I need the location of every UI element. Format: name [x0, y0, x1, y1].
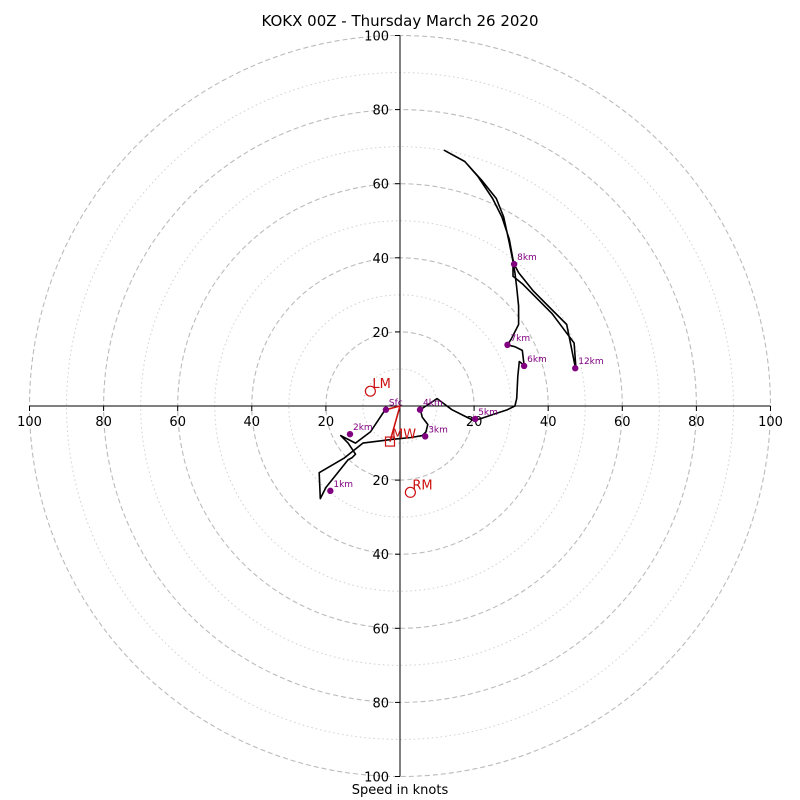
x-tick-label: 40 [244, 415, 261, 430]
storm-motion-marker-mw [384, 436, 396, 447]
chart-title: KOKX 00Z - Thursday March 26 2020 [261, 12, 539, 30]
height-points-group: Sfc 1km 2km 3km 4km 5km 6km 7km 8km 12km [327, 253, 604, 495]
height-label-2km: 2km [353, 423, 373, 433]
y-tick-label: 80 [372, 104, 389, 119]
x-tick-label: 80 [688, 415, 705, 430]
storm-motion-label-rm: RM [412, 478, 432, 493]
storm-motion-marker-rm [404, 486, 416, 498]
x-axis-label: Speed in knots [351, 783, 449, 798]
y-tick-label: 60 [372, 622, 389, 637]
x-tick-label: 100 [758, 415, 783, 430]
height-label-1km: 1km [333, 480, 353, 490]
height-label-4km: 4km [423, 399, 443, 409]
height-label-8km: 8km [517, 253, 537, 263]
height-label-5km: 5km [478, 408, 498, 418]
x-tick-label: 80 [95, 415, 112, 430]
height-label-6km: 6km [527, 355, 547, 365]
x-tick-label: 40 [540, 415, 557, 430]
height-label-3km: 3km [428, 425, 448, 435]
y-tick-label: 100 [364, 30, 389, 45]
storm-motion-label-mw: MW [392, 428, 416, 443]
height-point-12km [572, 365, 579, 372]
x-tick-label: 100 [17, 415, 42, 430]
hodograph-line [318, 149, 577, 500]
height-label-12km: 12km [578, 357, 603, 367]
y-tick-label: 40 [372, 252, 389, 267]
mean-wind-vector-line [389, 405, 401, 442]
height-point-2km [346, 430, 354, 438]
height-point-sfc [382, 406, 390, 413]
hodograph-trace-group [318, 149, 577, 500]
height-point-6km [520, 362, 528, 370]
height-point-3km [421, 433, 429, 440]
y-tick-label: 20 [372, 474, 389, 489]
storm-motion-label-lm: LM [372, 377, 390, 392]
x-tick-label: 60 [614, 415, 631, 430]
height-point-7km [504, 341, 511, 349]
height-label-7km: 7km [510, 334, 530, 344]
y-tick-label: 20 [372, 326, 389, 341]
storm-motion-marker-lm [364, 385, 376, 397]
height-point-1km [327, 487, 334, 495]
storm-motion-group: LM RM MW [364, 377, 433, 498]
y-tick-label: 80 [372, 696, 389, 711]
height-point-8km [510, 260, 518, 268]
y-tick-label: 100 [364, 771, 389, 786]
x-tick-label: 20 [318, 415, 335, 430]
y-tick-label: 40 [372, 548, 389, 563]
x-tick-label: 60 [169, 415, 186, 430]
height-label-sfc: Sfc [389, 399, 403, 409]
y-tick-label: 60 [372, 178, 389, 193]
height-point-5km [472, 415, 479, 423]
height-point-4km [416, 406, 424, 413]
